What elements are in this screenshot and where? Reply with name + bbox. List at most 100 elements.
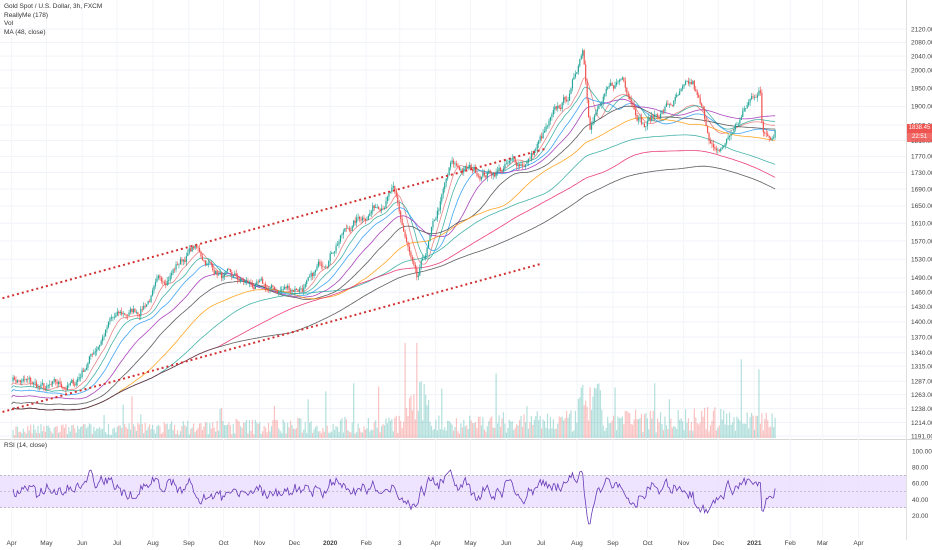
- volume-bar: [577, 399, 579, 438]
- candle-body: [25, 379, 27, 380]
- indicator-reallyme[interactable]: ReallyMe (178): [4, 11, 49, 19]
- volume-bar: [28, 430, 30, 438]
- volume-bar: [182, 421, 184, 438]
- candle-body: [336, 244, 339, 246]
- volume-bar: [737, 418, 739, 438]
- volume-bar: [373, 422, 375, 438]
- candle-body: [110, 317, 113, 319]
- volume-bar: [204, 422, 206, 438]
- time-axis[interactable]: Apr May Jun Jul Aug Sep Oct Nov Dec 2020 Feb 3 Apr Ma…: [7, 540, 865, 547]
- volume-bar: [595, 388, 597, 438]
- candle-body: [529, 158, 531, 160]
- volume-bar: [129, 429, 132, 438]
- volume-bar: [297, 417, 299, 438]
- volume-bar: [704, 407, 706, 438]
- volume-bar: [104, 432, 107, 438]
- candle-body: [748, 102, 750, 105]
- volume-bar: [144, 422, 146, 438]
- volume-bar: [668, 399, 670, 438]
- candle-body: [216, 271, 218, 276]
- candle-body: [632, 103, 634, 105]
- volume-bar: [736, 416, 738, 438]
- candle-body: [618, 79, 621, 82]
- symbol-title[interactable]: Gold Spot / U.S. Dollar, 3h, FXCM: [4, 3, 103, 10]
- volume-bar: [329, 432, 331, 438]
- volume-bar: [220, 407, 223, 438]
- volume-bar: [191, 427, 193, 438]
- indicator-volume[interactable]: Vol: [4, 20, 14, 28]
- volume-bar: [659, 412, 662, 438]
- candle-body: [419, 267, 421, 276]
- rsi-pane: [0, 469, 906, 525]
- volume-bar: [126, 428, 129, 438]
- candle-body: [276, 290, 278, 294]
- volume-bar: [78, 429, 80, 438]
- candle-body: [364, 218, 367, 221]
- volume-bar: [555, 428, 557, 438]
- candle-body: [168, 280, 170, 282]
- candle-body: [264, 283, 267, 289]
- candle-body: [755, 97, 757, 98]
- candle-body: [617, 81, 619, 83]
- candle-body: [284, 286, 286, 290]
- price-tick-label: 1315.00: [911, 363, 932, 370]
- candle-body: [338, 241, 340, 245]
- volume-bar: [430, 425, 433, 438]
- candle-body: [557, 105, 559, 109]
- volume-bar: [755, 415, 757, 438]
- volume-bar: [353, 383, 355, 438]
- volume-bar: [84, 424, 86, 438]
- price-axis[interactable]: 2120.00 2080.00 2040.00 2000.00 1950.00 1900.…: [911, 26, 932, 440]
- candle-body: [538, 140, 540, 145]
- price-tick-label: 2000.00: [911, 67, 932, 74]
- candle-body: [345, 228, 347, 229]
- candle-body: [334, 251, 336, 253]
- volume-bar: [245, 420, 248, 438]
- candle-body: [726, 139, 728, 144]
- candle-body: [360, 219, 362, 221]
- volume-bar: [563, 420, 565, 438]
- volume-bar: [639, 418, 641, 438]
- volume-bar: [599, 390, 601, 438]
- volume-bar: [307, 399, 309, 438]
- candle-body: [767, 133, 769, 137]
- candle-body: [532, 152, 534, 155]
- candle-body: [473, 167, 475, 172]
- rsi-tick-label: 60.00: [912, 481, 929, 488]
- volume-bar: [276, 420, 278, 438]
- volume-bar: [558, 416, 560, 438]
- volume-bar: [627, 412, 629, 438]
- candle-body: [96, 349, 98, 352]
- volume-bar: [264, 427, 267, 438]
- candle-body: [386, 196, 389, 202]
- volume-bar: [590, 409, 593, 438]
- volume-bar: [391, 419, 393, 438]
- rsi-axis[interactable]: 100.00 80.00 60.00 40.00 20.00: [912, 448, 932, 520]
- candle-body: [141, 308, 143, 310]
- volume-bar: [507, 428, 509, 438]
- volume-bar: [486, 426, 488, 438]
- candle-body: [536, 144, 538, 150]
- volume-bar: [248, 420, 251, 438]
- candle-body: [624, 81, 626, 88]
- candle-body: [313, 272, 315, 277]
- rsi-legend[interactable]: RSI (14, close): [4, 442, 47, 449]
- time-tick-label: Jun: [501, 540, 512, 547]
- candle-body: [470, 164, 472, 170]
- candle-body: [483, 172, 485, 176]
- candle-body: [385, 201, 387, 209]
- volume-bar: [141, 423, 143, 438]
- volume-bar: [753, 429, 756, 438]
- candle-body: [665, 103, 668, 107]
- volume-bar: [743, 423, 745, 438]
- candle-body: [197, 247, 199, 249]
- candle-body: [256, 281, 258, 285]
- candle-body: [595, 111, 597, 116]
- volume-bar: [413, 394, 415, 438]
- indicator-ma[interactable]: MA (48, close): [4, 28, 46, 36]
- volume-bar: [448, 420, 450, 438]
- candle-body: [488, 170, 490, 173]
- candle-body: [753, 97, 756, 98]
- candle-body: [329, 253, 331, 262]
